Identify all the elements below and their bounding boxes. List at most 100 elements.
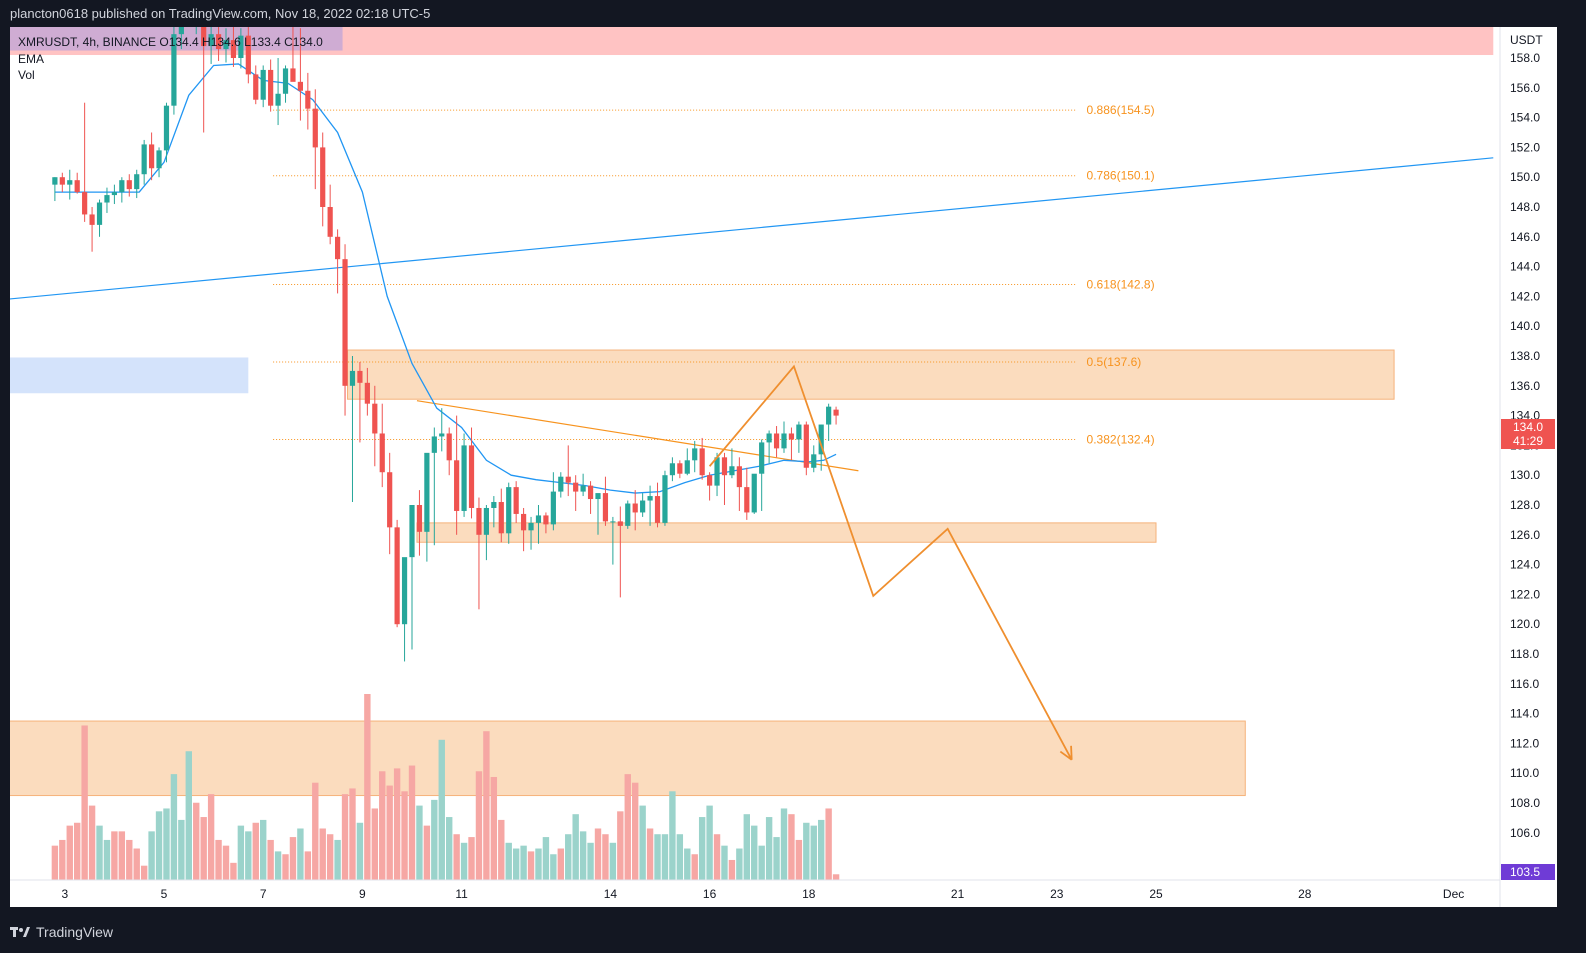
candle-9 — [119, 177, 125, 203]
candle-body — [826, 406, 832, 425]
time-tick-12: Dec — [1443, 887, 1464, 901]
volume-bar-7 — [103, 839, 111, 880]
candle-body — [461, 445, 467, 511]
time-tick-1: 5 — [161, 887, 168, 901]
price-tick-9: 140.0 — [1510, 319, 1540, 333]
volume-bar-92 — [736, 848, 743, 880]
volume-bar-56 — [468, 837, 475, 880]
volume-bar-102 — [810, 825, 817, 880]
volume-bar-20 — [200, 817, 207, 880]
candle-body — [833, 409, 839, 416]
candle-body — [766, 433, 772, 443]
volume-bar-26 — [245, 831, 252, 880]
candle-23 — [223, 28, 229, 63]
candle-5 — [89, 207, 95, 252]
candle-54 — [454, 415, 460, 535]
chart-area[interactable]: 0.886(154.5) 0.786(150.1) 0.618(142.8) 0.5(… — [4, 0, 1557, 907]
volume-bar-44 — [379, 771, 386, 880]
volume-bar-100 — [795, 839, 803, 880]
candle-body — [565, 476, 571, 483]
candle-body — [387, 472, 393, 528]
candle-body — [803, 424, 809, 468]
candle-47 — [401, 557, 408, 662]
candle-body — [149, 144, 155, 169]
volume-bar-65 — [535, 848, 542, 880]
candle-body — [550, 491, 556, 525]
volume-bar-104 — [825, 808, 832, 880]
candle-16 — [171, 23, 177, 115]
volume-bar-16 — [170, 774, 178, 880]
candle-28 — [260, 65, 266, 108]
candle-78 — [632, 490, 638, 531]
legend-layer: XMRUSDT, 4h, BINANCE O134.4 H134.6 L133.… — [18, 35, 323, 82]
volume-bar-37 — [326, 834, 334, 880]
candle-body — [230, 40, 237, 58]
price-tick-20: 118.0 — [1510, 647, 1539, 661]
candle-body — [253, 74, 259, 100]
candle-85 — [684, 448, 690, 476]
volume-bar-23 — [222, 845, 230, 880]
candle-body — [126, 180, 132, 190]
candle-body — [781, 433, 787, 449]
candle-22 — [215, 20, 222, 61]
candle-36 — [320, 132, 326, 227]
volume-bar-33 — [297, 828, 304, 880]
time-tick-9: 23 — [1050, 887, 1064, 901]
candle-body — [699, 448, 705, 476]
candle-59 — [491, 496, 497, 528]
volume-bar-52 — [438, 739, 445, 880]
currency-label: USDT — [1510, 33, 1543, 47]
candle-body — [714, 457, 720, 486]
candle-body — [305, 90, 311, 109]
candle-86 — [692, 440, 698, 473]
volume-bar-90 — [721, 845, 728, 880]
volume-bar-19 — [193, 802, 200, 880]
candle-body — [736, 466, 742, 488]
candle-72 — [587, 481, 594, 514]
volume-bar-10 — [126, 839, 133, 880]
candle-body — [640, 500, 646, 513]
candle-100 — [796, 421, 802, 453]
candle-body — [446, 433, 452, 461]
candle-body — [721, 457, 728, 476]
time-tick-10: 25 — [1149, 887, 1163, 901]
candle-1 — [59, 172, 65, 193]
candle-body — [535, 515, 542, 523]
candle-body — [587, 485, 594, 500]
volume-bar-15 — [163, 808, 170, 880]
projection-arrowhead-0 — [1059, 750, 1073, 761]
volume-bar-25 — [237, 825, 245, 880]
candle-body — [773, 433, 780, 449]
candle-body — [215, 34, 222, 50]
volume-bar-64 — [527, 851, 535, 880]
candle-body — [335, 236, 341, 260]
volume-bar-70 — [572, 814, 579, 880]
candle-40 — [349, 356, 356, 503]
last-price-value: 134.0 — [1513, 420, 1543, 434]
volume-bar-78 — [632, 782, 639, 880]
candle-2 — [67, 169, 73, 200]
chart-svg[interactable]: 0.886(154.5) 0.786(150.1) 0.618(142.8) 0.5(… — [4, 0, 1557, 907]
volume-bar-67 — [550, 854, 557, 880]
candle-body — [744, 487, 750, 513]
candle-6 — [96, 199, 103, 237]
volume-bar-5 — [88, 805, 96, 880]
candle-body — [357, 370, 363, 383]
volume-bar-40 — [349, 788, 356, 880]
price-tick-23: 112.0 — [1510, 736, 1539, 750]
candle-88 — [707, 472, 713, 501]
volume-bar-59 — [490, 776, 498, 880]
candle-body — [506, 487, 512, 534]
candle-body — [156, 150, 162, 169]
candle-69 — [565, 445, 571, 497]
tradingview-logo[interactable]: TradingView — [10, 924, 113, 940]
candle-71 — [580, 473, 586, 497]
candle-body — [342, 259, 348, 386]
candle-body — [632, 503, 638, 513]
candle-65 — [535, 505, 542, 544]
volume-bar-13 — [148, 831, 155, 880]
volume-bar-34 — [304, 851, 312, 880]
price-tick-15: 128.0 — [1510, 498, 1540, 512]
volume-bar-50 — [423, 825, 431, 880]
volume-bar-28 — [260, 819, 267, 880]
